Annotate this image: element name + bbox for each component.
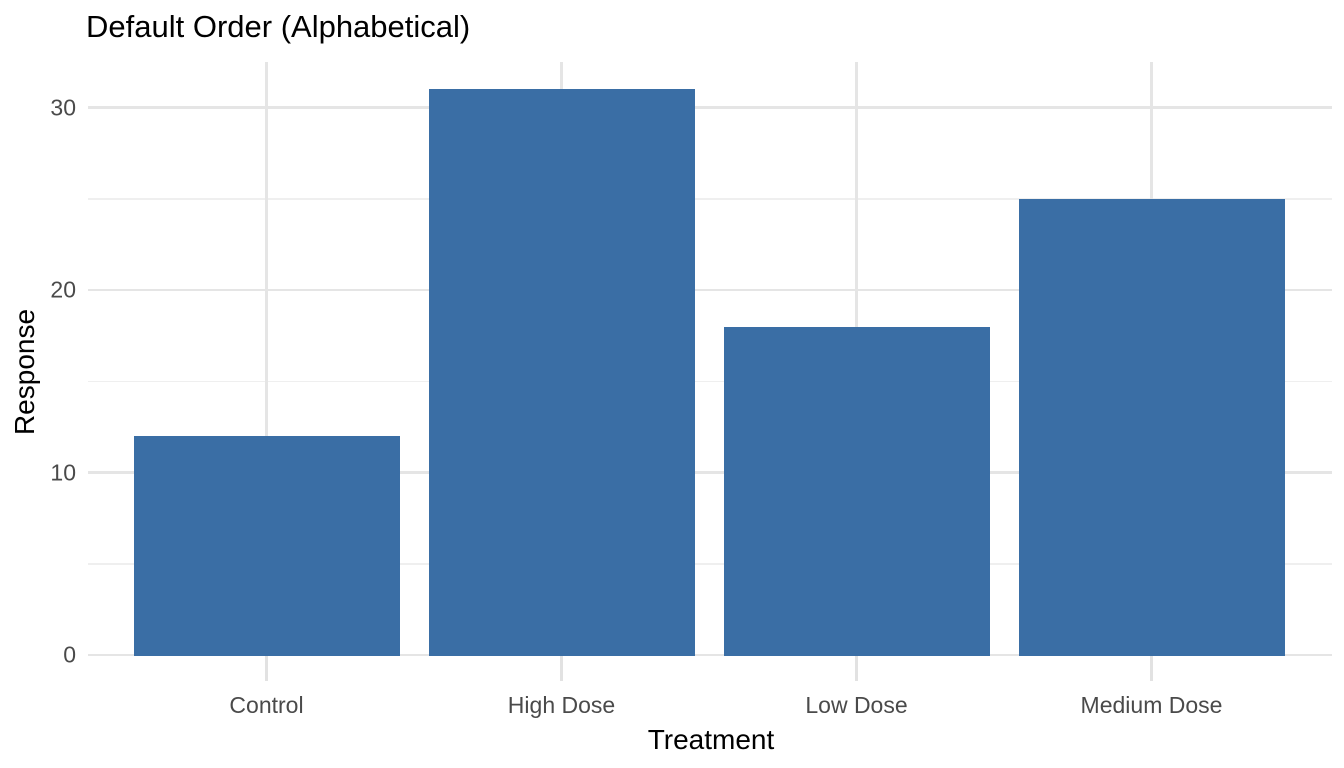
y-tick-label-30: 30 bbox=[50, 94, 76, 121]
gridline-minor-y25 bbox=[88, 198, 1332, 200]
gridline-major-x-0 bbox=[265, 62, 268, 655]
x-tick-label-0: Control bbox=[229, 692, 304, 718]
bar-control bbox=[133, 436, 400, 656]
y-axis-title-text: Response bbox=[9, 308, 40, 436]
chart-title: Default Order (Alphabetical) bbox=[86, 9, 471, 44]
bar-medium-dose bbox=[1018, 198, 1285, 656]
gridline-major-y30 bbox=[88, 106, 1332, 109]
y-tick-label-20: 20 bbox=[50, 276, 76, 303]
gridline-major-y10 bbox=[88, 471, 1332, 474]
gridline-major-y20 bbox=[88, 288, 1332, 292]
bar-high-dose bbox=[428, 89, 695, 656]
bar-low-dose bbox=[723, 326, 990, 656]
gridline-minor-y15 bbox=[88, 380, 1332, 383]
x-tick-label-3: Medium Dose bbox=[1080, 692, 1223, 718]
x-axis-tick-3 bbox=[1150, 655, 1153, 681]
x-axis-tick-2 bbox=[855, 655, 858, 681]
x-axis-tick-0 bbox=[265, 655, 268, 681]
y-tick-label-10: 10 bbox=[50, 459, 76, 486]
x-tick-label-2: Low Dose bbox=[805, 692, 908, 718]
x-axis-tick-1 bbox=[560, 655, 563, 681]
gridline-major-y0 bbox=[88, 653, 1332, 657]
y-tick-label-0: 0 bbox=[63, 641, 76, 668]
gridline-minor-y5 bbox=[88, 563, 1332, 565]
x-tick-label-1: High Dose bbox=[507, 692, 616, 718]
x-axis-title: Treatment bbox=[647, 724, 775, 755]
